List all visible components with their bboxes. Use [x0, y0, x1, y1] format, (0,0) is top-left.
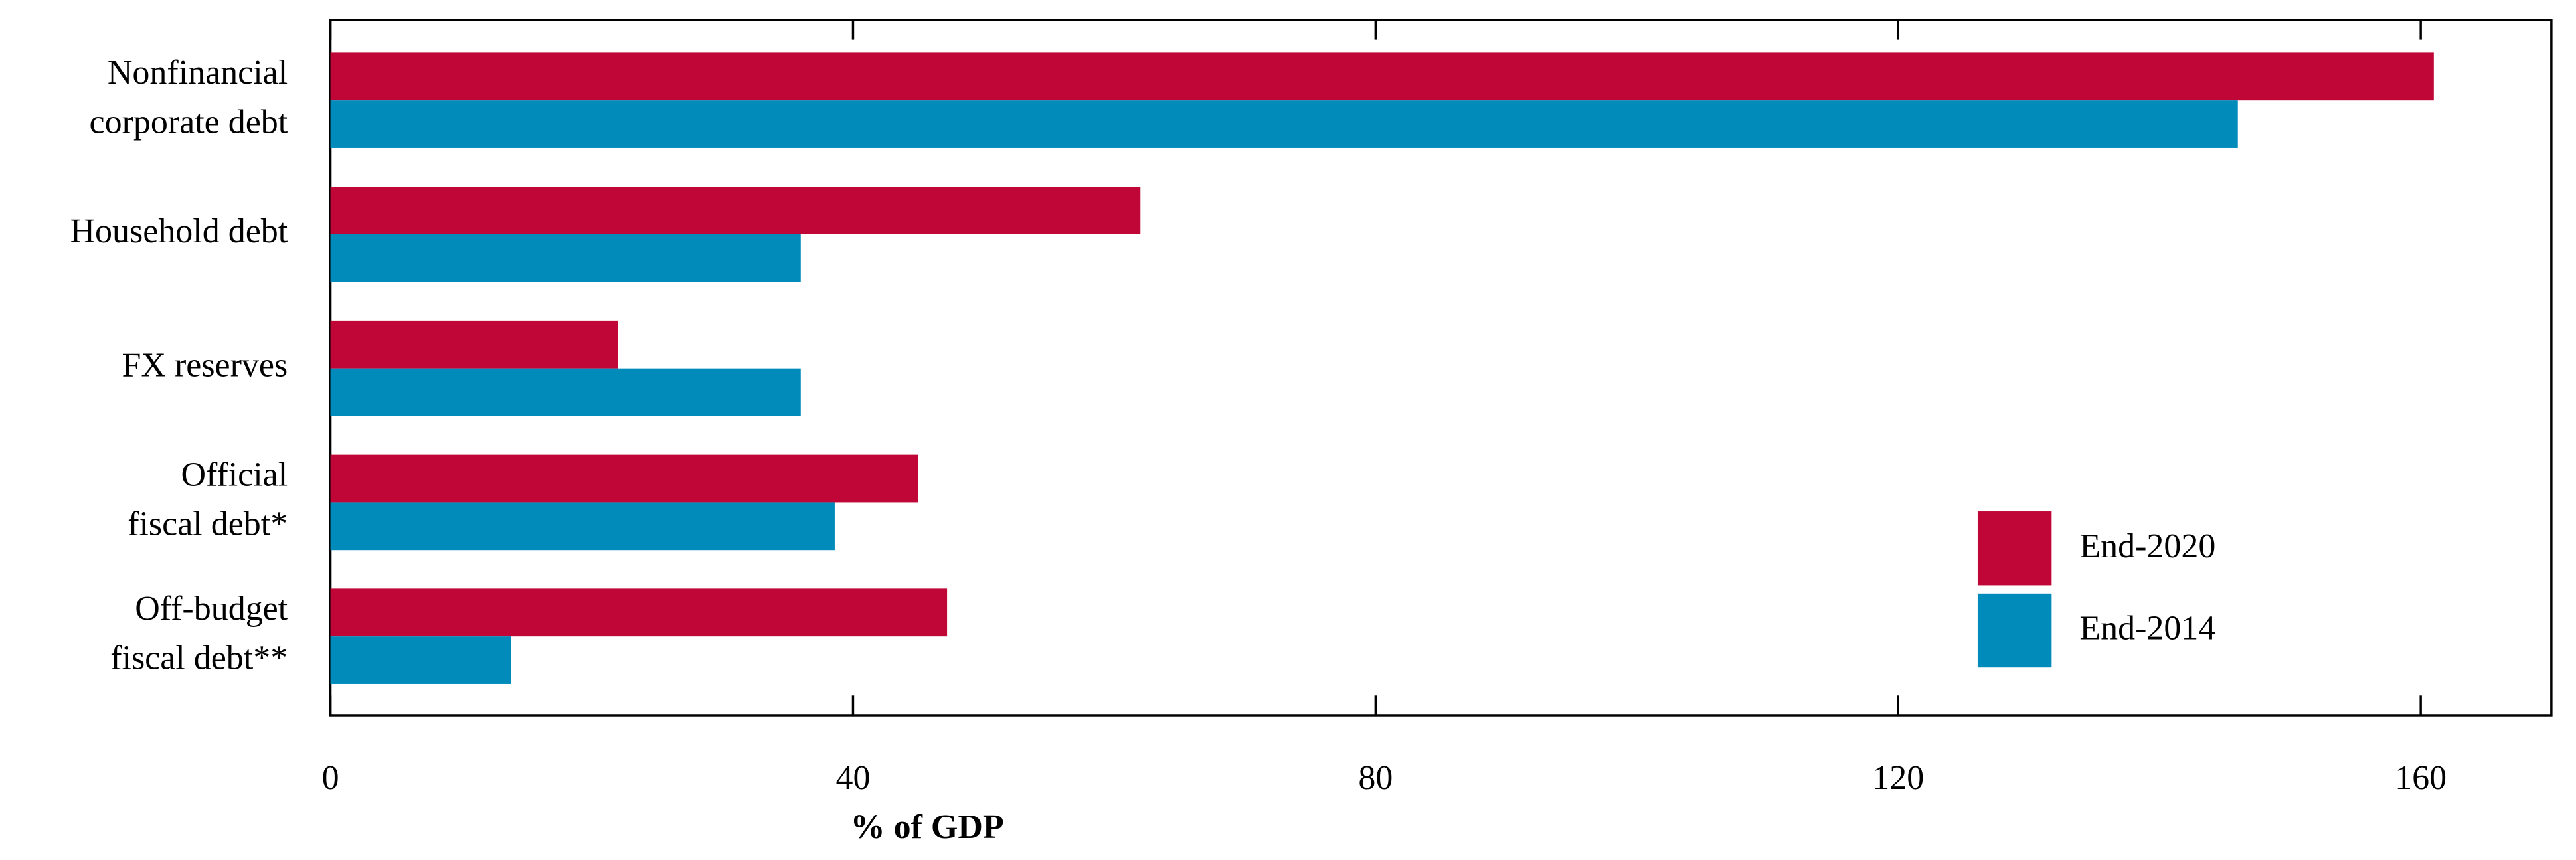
y-tick-label-line: Official: [181, 456, 288, 493]
y-tick-label-line: fiscal debt*: [128, 505, 288, 543]
y-tick-label-line: corporate debt: [90, 103, 288, 141]
bar: [330, 502, 835, 551]
legend-swatch: [1977, 593, 2052, 668]
y-tick-label-line: Nonfinancial: [108, 54, 288, 92]
x-tick-label: 80: [1358, 759, 1393, 797]
bar: [330, 636, 511, 684]
y-tick-label-line: fiscal debt**: [110, 639, 288, 677]
y-tick-label: Household debt: [70, 213, 288, 250]
y-tick-label: Off-budget fiscal debt**: [110, 590, 288, 677]
x-tick-label: 0: [322, 759, 339, 797]
y-tick-label-line: Household debt: [70, 213, 288, 250]
bar: [330, 52, 2434, 101]
bar: [330, 588, 948, 637]
bar: [330, 234, 801, 282]
bar: [330, 320, 618, 369]
x-axis-label: % of GDP: [851, 808, 1004, 846]
bar: [330, 187, 1141, 234]
x-tick-label: 160: [2395, 759, 2447, 797]
y-tick-label: FX reserves: [122, 347, 288, 385]
legend-label: End-2020: [2079, 527, 2215, 565]
y-tick-label-line: FX reserves: [122, 347, 288, 385]
bar: [330, 100, 2238, 148]
x-tick-label: 120: [1872, 759, 1924, 797]
y-tick-label: Official fiscal debt*: [128, 456, 288, 543]
x-tick-label: 40: [835, 759, 870, 797]
bar: [330, 368, 801, 416]
bar: [330, 454, 918, 503]
legend-label: End-2014: [2079, 610, 2215, 647]
legend-swatch: [1977, 511, 2052, 586]
y-tick-label: Nonfinancial corporate debt: [90, 54, 288, 141]
y-tick-label-line: Off-budget: [135, 590, 288, 628]
